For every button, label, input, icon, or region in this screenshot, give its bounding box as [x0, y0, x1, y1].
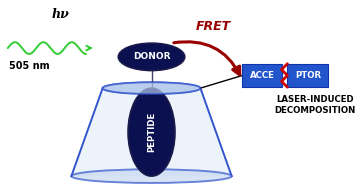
FancyArrowPatch shape: [174, 42, 240, 75]
Text: 505 nm: 505 nm: [9, 61, 50, 71]
Polygon shape: [72, 88, 232, 176]
Text: DONOR: DONOR: [133, 52, 170, 61]
Text: hν: hν: [52, 8, 69, 21]
Ellipse shape: [72, 169, 232, 183]
Text: ACCE: ACCE: [249, 71, 274, 80]
Ellipse shape: [128, 88, 175, 176]
Text: PEPTIDE: PEPTIDE: [147, 112, 156, 152]
Text: FRET: FRET: [196, 20, 231, 33]
Bar: [242, 64, 282, 87]
Ellipse shape: [103, 82, 200, 94]
Text: LASER-INDUCED
DECOMPOSITION: LASER-INDUCED DECOMPOSITION: [274, 95, 355, 115]
Ellipse shape: [103, 82, 200, 94]
Bar: [287, 64, 329, 87]
Ellipse shape: [118, 43, 185, 70]
Text: PTOR: PTOR: [295, 71, 321, 80]
